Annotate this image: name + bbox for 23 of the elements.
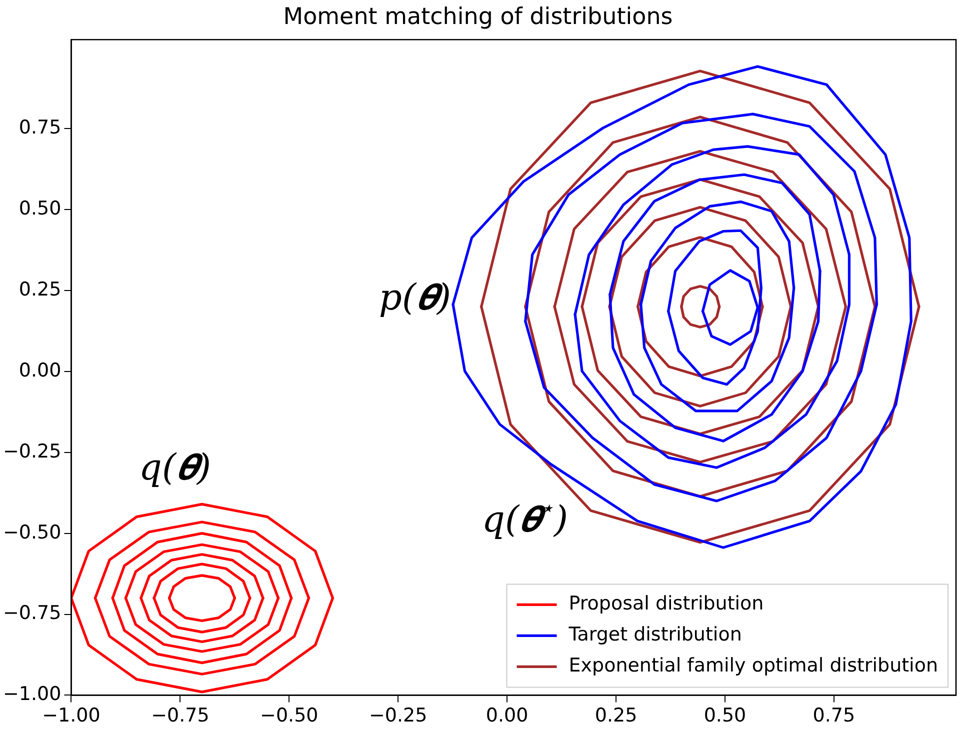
y-tick-label: 0.25 <box>18 278 62 300</box>
x-tick-label: 0.75 <box>812 704 856 727</box>
x-tick-label: −0.50 <box>260 704 318 727</box>
y-tick-label: −1.00 <box>2 683 62 706</box>
legend-label: Exponential family optimal distribution <box>568 654 938 677</box>
legend-label: Target distribution <box>568 624 742 646</box>
annotation: p(𝜽) <box>378 277 452 318</box>
annotation: q(𝜽⋆) <box>482 496 568 540</box>
y-tick-label: 0.00 <box>18 359 62 382</box>
x-tick-label: 0.25 <box>594 704 638 727</box>
y-tick-label: 0.50 <box>18 198 62 220</box>
y-tick-label: 0.75 <box>18 116 62 139</box>
y-tick-label: −0.75 <box>2 602 62 624</box>
x-tick-label: −0.25 <box>368 704 428 727</box>
legend-label: Proposal distribution <box>568 592 764 615</box>
y-tick-label: −0.25 <box>2 440 62 462</box>
annotation: q(𝜽) <box>138 447 212 488</box>
x-tick-label: 0.00 <box>486 704 528 727</box>
x-tick-label: −1.00 <box>42 704 100 727</box>
x-tick-label: 0.50 <box>704 704 746 727</box>
x-tick-label: −0.75 <box>151 704 210 727</box>
y-tick-label: −0.50 <box>2 521 62 544</box>
chart-title: Moment matching of distributions <box>283 4 673 30</box>
